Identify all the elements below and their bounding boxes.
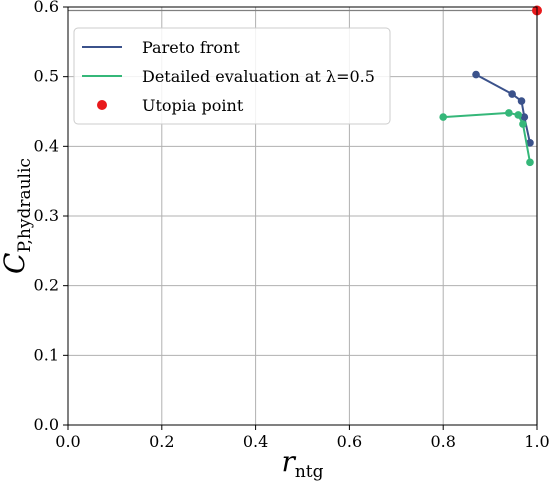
series-layer (439, 5, 542, 167)
y-axis-label: CP,hydraulic (0, 158, 35, 274)
ticks (63, 6, 538, 430)
tick-labels: 0.0 0.2 0.4 0.6 0.8 1.0 0.0 0.1 0.2 0.3 0.4 0.5 0.6 (34, 0, 550, 451)
data-point (517, 97, 526, 105)
data-point (505, 109, 513, 117)
y-tick-label: 0.2 (34, 276, 59, 295)
x-tick-label: 0.8 (430, 432, 455, 451)
y-tick-label: 0.6 (34, 0, 59, 16)
data-point (508, 90, 516, 98)
x-tick-label: 0.0 (55, 432, 80, 451)
x-tick-label: 0.6 (337, 432, 362, 451)
series-line (475, 73, 531, 144)
data-point (526, 139, 534, 147)
data-point (520, 113, 529, 121)
y-tick-label: 0.5 (34, 67, 59, 86)
x-tick-label: 1.0 (524, 432, 549, 451)
y-axis-label-subscript: P,hydraulic (15, 158, 35, 252)
data-point (519, 120, 527, 128)
x-tick-label: 0.2 (149, 432, 174, 451)
series-line (443, 111, 531, 163)
x-tick-label: 0.4 (243, 432, 268, 451)
data-point (514, 111, 523, 119)
y-tick-label: 0.1 (34, 345, 59, 364)
series-0 (472, 70, 534, 147)
y-tick-label: 0.4 (34, 136, 59, 155)
y-tick-label: 0.3 (34, 206, 59, 225)
series-1 (439, 109, 534, 167)
legend: Pareto front Detailed evaluation at λ=0.… (73, 27, 391, 125)
x-axis-label-subscript: ntg (295, 462, 324, 482)
legend-utopia-label: Utopia point (142, 96, 244, 115)
data-point (526, 158, 534, 167)
x-axis-label-main: r (281, 445, 296, 478)
legend-frame (73, 27, 391, 125)
y-tick-label: 0.0 (34, 415, 59, 434)
y-axis-label-main: C (0, 253, 31, 274)
data-point (439, 113, 448, 121)
legend-detailed-label: Detailed evaluation at λ=0.5 (142, 67, 375, 86)
data-point (472, 70, 480, 79)
legend-utopia-swatch (97, 100, 107, 110)
legend-pareto-label: Pareto front (142, 38, 240, 57)
x-axis-label: rntg (281, 445, 323, 482)
